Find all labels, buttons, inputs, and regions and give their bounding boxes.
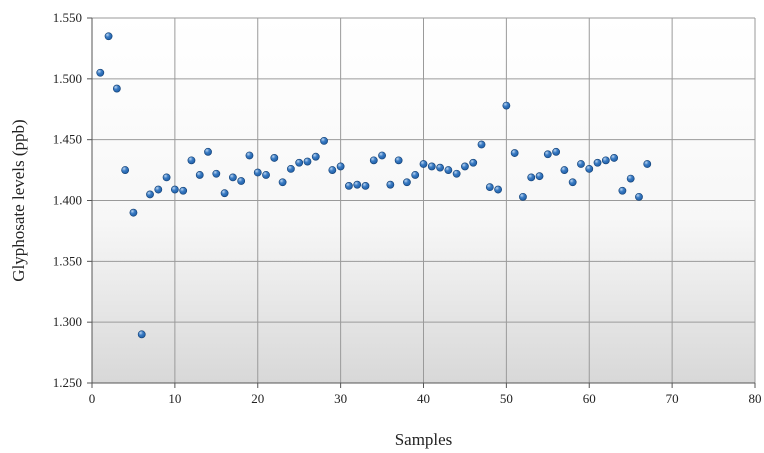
data-point [386,180,395,189]
data-point [618,186,627,195]
data-point [320,136,328,145]
y-tick-label: 1.300 [53,314,82,329]
y-tick-label: 1.500 [53,71,82,86]
data-point [104,32,113,41]
data-point [378,151,386,160]
data-point [195,171,204,179]
data-point [519,192,527,201]
data-point [212,169,221,178]
data-point [444,166,453,174]
data-point [179,186,188,195]
data-point [328,166,337,174]
data-point [162,173,171,182]
data-point [353,180,362,189]
data-point [626,174,635,183]
data-point [361,181,370,190]
x-tick-label: 40 [417,391,430,406]
data-point [601,156,610,165]
data-point [129,208,138,217]
data-point [170,185,179,194]
data-point [253,168,262,177]
data-point [303,157,312,166]
data-point [485,183,494,192]
data-point [228,173,237,182]
data-point [295,158,304,167]
data-point [187,156,196,165]
data-point [527,173,536,182]
data-point [577,160,585,168]
axes [87,17,756,388]
x-tick-label: 60 [583,391,596,406]
data-point [469,158,478,167]
data-point [560,166,569,174]
x-tick-label: 10 [168,391,181,406]
x-tick-label: 70 [666,391,679,406]
data-point [411,171,420,179]
data-points [96,32,652,339]
x-tick-label: 30 [334,391,347,406]
data-point [477,140,486,149]
data-point [568,178,577,187]
data-point [535,172,544,181]
data-point [96,68,105,77]
data-point [510,149,519,157]
data-point [403,178,411,187]
x-tick-label: 20 [251,391,264,406]
data-point [286,164,295,173]
data-point [112,84,121,93]
data-point [394,156,403,165]
data-point [278,178,287,187]
data-point [419,160,428,168]
data-point [245,151,254,160]
data-point [146,190,154,199]
data-point [494,185,502,194]
data-point [610,154,619,162]
data-point [436,163,444,172]
data-point [311,152,320,161]
data-point [336,162,345,171]
y-tick-label: 1.400 [53,193,82,208]
data-point [552,147,560,156]
data-point [262,171,270,179]
data-point [461,162,469,171]
data-point [369,156,378,165]
x-tick-label: 80 [749,391,762,406]
data-point [593,158,602,167]
data-point [137,330,146,339]
data-point [452,169,461,178]
data-point [635,192,643,201]
y-tick-label: 1.550 [53,10,82,25]
data-point [220,189,229,198]
data-point [154,185,163,194]
y-axis-title: Glyphosate levels (ppb) [9,119,28,281]
data-point [121,166,130,174]
x-tick-label: 50 [500,391,513,406]
data-point [345,181,353,190]
y-tick-label: 1.450 [53,132,82,147]
data-point [204,147,212,156]
x-axis-title: Samples [395,430,453,449]
y-tick-label: 1.250 [53,375,82,390]
data-point [237,177,246,185]
data-point [585,164,594,173]
data-point [427,162,436,171]
tick-labels: 1.250 1.300 1.350 1.400 1.450 1.500 1.550 0 10 20… [53,10,762,406]
data-point [543,150,552,159]
data-point [270,154,279,162]
y-tick-label: 1.350 [53,253,82,268]
data-point [643,160,652,168]
x-tick-label: 0 [89,391,96,406]
data-point [502,101,511,110]
